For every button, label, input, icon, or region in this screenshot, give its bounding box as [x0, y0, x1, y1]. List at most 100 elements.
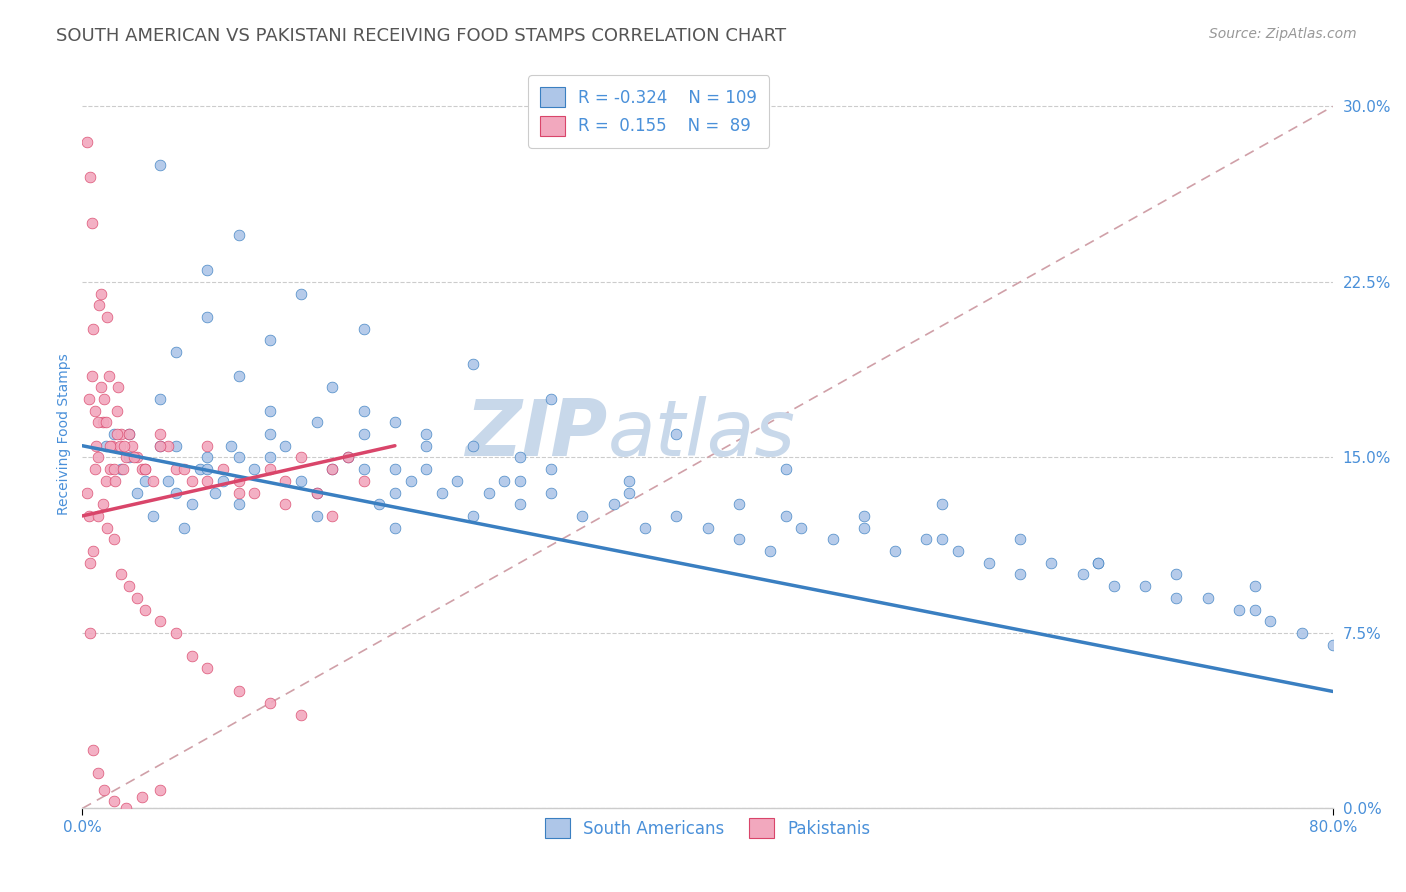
Point [509, 450, 531, 465]
Point [384, 415, 406, 429]
Point [353, 322, 375, 336]
Point [321, 462, 343, 476]
Point [305, 485, 328, 500]
Point [89, 298, 111, 312]
Point [107, 380, 129, 394]
Point [82, 544, 104, 558]
Point [103, 427, 125, 442]
Point [353, 427, 375, 442]
Point [149, 614, 172, 628]
Point [1087, 556, 1109, 570]
Point [87, 415, 110, 429]
Point [884, 544, 907, 558]
Point [696, 521, 718, 535]
Point [114, 439, 136, 453]
Point [79, 169, 101, 184]
Point [87, 450, 110, 465]
Point [195, 450, 218, 465]
Point [243, 462, 266, 476]
Point [93, 392, 115, 406]
Point [165, 345, 187, 359]
Point [76, 485, 98, 500]
Point [77, 508, 100, 523]
Point [259, 403, 281, 417]
Point [131, 789, 153, 804]
Point [228, 450, 250, 465]
Point [118, 450, 141, 465]
Point [77, 392, 100, 406]
Point [290, 707, 312, 722]
Point [103, 462, 125, 476]
Point [97, 368, 120, 383]
Point [93, 782, 115, 797]
Point [94, 415, 117, 429]
Point [461, 357, 484, 371]
Point [134, 462, 156, 476]
Point [121, 439, 143, 453]
Point [353, 462, 375, 476]
Point [125, 591, 148, 605]
Point [446, 474, 468, 488]
Point [430, 485, 453, 500]
Point [1197, 591, 1219, 605]
Point [399, 474, 422, 488]
Point [195, 474, 218, 488]
Point [105, 427, 128, 442]
Point [82, 743, 104, 757]
Point [212, 462, 235, 476]
Point [353, 474, 375, 488]
Point [665, 427, 688, 442]
Point [494, 474, 516, 488]
Point [384, 521, 406, 535]
Point [1166, 567, 1188, 582]
Point [290, 450, 312, 465]
Point [1258, 614, 1281, 628]
Point [619, 485, 641, 500]
Point [1010, 533, 1032, 547]
Point [157, 439, 180, 453]
Point [122, 450, 145, 465]
Point [290, 474, 312, 488]
Point [110, 567, 132, 582]
Point [478, 485, 501, 500]
Point [259, 450, 281, 465]
Point [1243, 579, 1265, 593]
Point [321, 508, 343, 523]
Point [274, 497, 297, 511]
Point [415, 439, 437, 453]
Point [1102, 579, 1125, 593]
Point [461, 508, 484, 523]
Point [100, 439, 122, 453]
Point [110, 427, 132, 442]
Point [727, 497, 749, 511]
Point [259, 427, 281, 442]
Point [461, 439, 484, 453]
Point [353, 403, 375, 417]
Point [149, 158, 172, 172]
Point [977, 556, 1000, 570]
Point [1243, 602, 1265, 616]
Point [1087, 556, 1109, 570]
Point [571, 508, 593, 523]
Point [108, 439, 131, 453]
Point [96, 521, 118, 535]
Point [87, 508, 110, 523]
Point [259, 334, 281, 348]
Point [540, 485, 562, 500]
Point [1291, 626, 1313, 640]
Point [204, 485, 226, 500]
Point [125, 450, 148, 465]
Point [173, 462, 195, 476]
Point [83, 462, 105, 476]
Point [1322, 638, 1344, 652]
Point [80, 368, 103, 383]
Point [790, 521, 813, 535]
Point [852, 508, 875, 523]
Point [105, 403, 128, 417]
Point [103, 794, 125, 808]
Point [228, 485, 250, 500]
Point [90, 286, 112, 301]
Point [91, 415, 114, 429]
Point [134, 602, 156, 616]
Point [228, 228, 250, 243]
